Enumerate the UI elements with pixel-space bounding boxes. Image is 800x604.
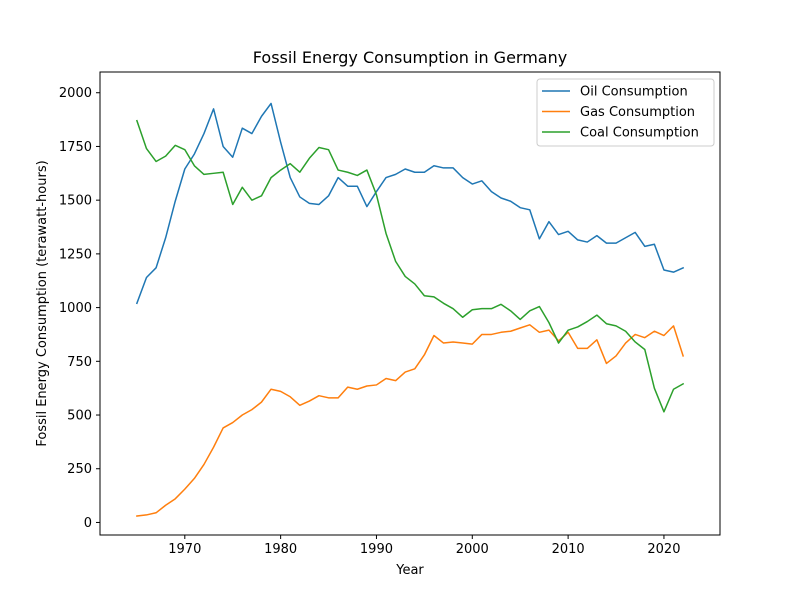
y-tick-label: 500 [67,409,92,424]
x-axis-label: Year [395,563,424,578]
chart-title: Fossil Energy Consumption in Germany [253,48,567,67]
y-tick-label: 250 [67,462,92,477]
x-tick-label: 2010 [552,542,585,557]
y-tick-label: 0 [84,516,92,531]
x-tick-label: 1990 [360,542,393,557]
legend-label-coal-consumption: Coal Consumption [580,126,699,141]
y-tick-label: 1000 [59,301,92,316]
legend: Oil Consumption Gas Consumption Coal Consu… [537,79,714,146]
x-tick-label: 2020 [647,542,680,557]
y-tick-label: 1250 [59,247,92,262]
legend-label-gas-consumption: Gas Consumption [580,105,695,120]
y-tick-label: 1500 [59,194,92,209]
y-axis-label: Fossil Energy Consumption (terawatt-hour… [35,160,50,446]
x-tick-label: 1980 [264,542,297,557]
y-tick-label: 2000 [59,86,92,101]
x-tick-label: 2000 [456,542,489,557]
y-tick-label: 750 [67,355,92,370]
y-tick-label: 1750 [59,140,92,155]
legend-label-oil-consumption: Oil Consumption [580,85,688,100]
x-tick-label: 1970 [168,542,201,557]
